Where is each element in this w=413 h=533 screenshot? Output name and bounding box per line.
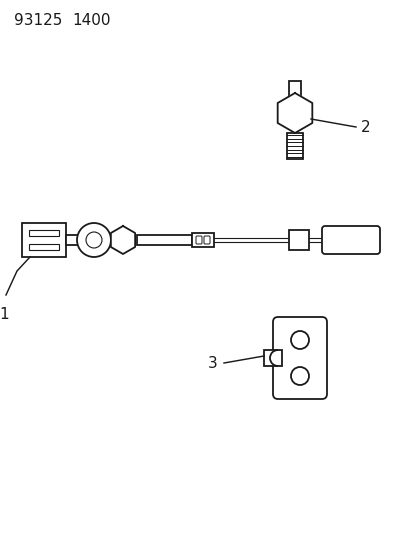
Circle shape xyxy=(290,331,308,349)
Circle shape xyxy=(290,367,308,385)
FancyBboxPatch shape xyxy=(192,233,214,247)
Text: 1: 1 xyxy=(0,307,9,322)
FancyBboxPatch shape xyxy=(29,244,59,250)
Text: 1400: 1400 xyxy=(72,13,110,28)
Circle shape xyxy=(86,232,102,248)
Text: 2: 2 xyxy=(360,119,370,134)
FancyBboxPatch shape xyxy=(321,226,379,254)
FancyBboxPatch shape xyxy=(137,235,192,245)
Polygon shape xyxy=(277,93,311,133)
FancyBboxPatch shape xyxy=(204,236,209,244)
Circle shape xyxy=(77,223,111,257)
FancyBboxPatch shape xyxy=(263,350,281,366)
FancyBboxPatch shape xyxy=(288,230,308,250)
FancyBboxPatch shape xyxy=(272,317,326,399)
FancyBboxPatch shape xyxy=(29,230,59,236)
Polygon shape xyxy=(111,226,135,254)
FancyBboxPatch shape xyxy=(66,235,78,245)
FancyBboxPatch shape xyxy=(22,223,66,257)
FancyBboxPatch shape xyxy=(195,236,202,244)
Text: 3: 3 xyxy=(208,356,218,370)
FancyBboxPatch shape xyxy=(288,81,300,97)
FancyBboxPatch shape xyxy=(286,133,302,159)
Text: 93125: 93125 xyxy=(14,13,62,28)
